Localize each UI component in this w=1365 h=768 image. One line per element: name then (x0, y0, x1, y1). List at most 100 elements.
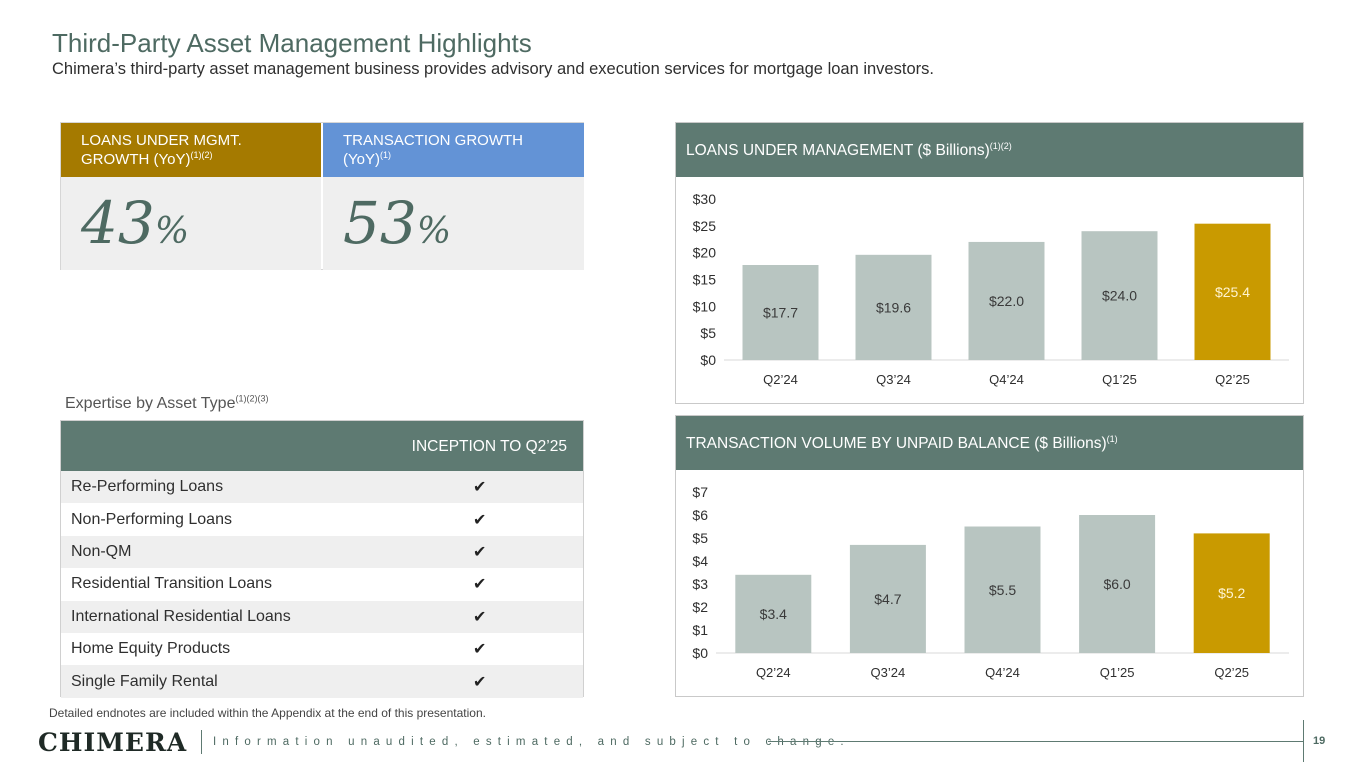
table-row: Non-Performing Loans ✔ (61, 503, 583, 536)
table-row: Home Equity Products ✔ (61, 632, 583, 666)
page-number-rule (1303, 720, 1304, 762)
chart-title-text: LOANS UNDER MANAGEMENT ($ Billions) (686, 142, 990, 159)
page-subtitle: Chimera’s third-party asset management b… (52, 60, 934, 78)
kpi-label-line1: LOANS UNDER MGMT. (81, 132, 242, 149)
x-tick-label: Q2’25 (1214, 665, 1249, 680)
kpi-value-transactions: 53% (323, 177, 584, 270)
bar (849, 544, 926, 653)
expertise-caption: Expertise by Asset Type(1)(2)(3) (65, 393, 269, 413)
kpi-number: 53 (343, 189, 417, 257)
kpi-header-transactions: TRANSACTION GROWTH (YoY)(1) (323, 123, 584, 177)
kpi-footnote: (1)(2) (190, 150, 213, 160)
asset-type-label: Residential Transition Loans (71, 575, 273, 593)
kpi-label-line2: GROWTH (YoY) (81, 151, 191, 168)
expertise-footnote: (1)(2)(3) (235, 393, 269, 404)
asset-type-label: Home Equity Products (71, 640, 231, 658)
kpi-value-loans: 43% (61, 177, 321, 270)
y-tick-label: $4 (692, 553, 708, 569)
check-icon: ✔ (473, 608, 487, 626)
x-tick-label: Q1’25 (1102, 372, 1137, 387)
y-tick-label: $10 (693, 298, 717, 314)
table-row: Re-Performing Loans ✔ (61, 471, 583, 504)
loans-under-management-chart: $0 $5 $10 $15 $20 $25 $30 $17.7 Q2’24 $19.6 Q3’24 $… (693, 191, 1289, 387)
bar (968, 241, 1045, 360)
bar-value-label: $5.2 (1218, 585, 1245, 601)
y-tick-label: $0 (692, 645, 708, 661)
disclaimer: Information unaudited, estimated, and su… (213, 736, 850, 748)
bar (855, 254, 932, 360)
loans-under-management-panel: LOANS UNDER MANAGEMENT ($ Billions)(1)(2… (675, 122, 1304, 404)
bar-value-label: $17.7 (763, 305, 798, 321)
x-tick-label: Q2’25 (1215, 372, 1250, 387)
bar (1193, 533, 1270, 653)
footer-rule (768, 741, 1303, 742)
y-tick-label: $25 (693, 218, 717, 234)
expertise-rows: Re-Performing Loans ✔ Non-Performing Loan… (61, 471, 583, 698)
expertise-column-header: INCEPTION TO Q2’25 (61, 421, 583, 471)
y-tick-label: $20 (693, 245, 717, 261)
kpi-number: 43 (81, 189, 155, 257)
x-tick-label: Q2’24 (763, 372, 798, 387)
table-row: Single Family Rental ✔ (61, 665, 583, 698)
kpi-unit: % (416, 211, 452, 252)
check-icon: ✔ (473, 543, 487, 561)
y-tick-label: $5 (700, 325, 716, 341)
chimera-logo: CHIMERA (38, 728, 188, 757)
chart-footnote: (1)(2) (989, 140, 1012, 151)
x-tick-label: Q1’25 (1100, 665, 1135, 680)
bar-value-label: $19.6 (876, 299, 911, 315)
bar (1079, 515, 1156, 653)
y-tick-label: $7 (692, 484, 708, 500)
expertise-table: INCEPTION TO Q2’25 Re-Performing Loans ✔ … (60, 420, 584, 698)
bar (742, 265, 819, 360)
chart-title: LOANS UNDER MANAGEMENT ($ Billions)(1)(2… (676, 123, 1303, 177)
bar-value-label: $5.5 (989, 582, 1016, 598)
x-tick-label: Q3’24 (876, 372, 911, 387)
y-tick-label: $15 (693, 272, 717, 288)
check-icon: ✔ (473, 479, 487, 497)
y-tick-label: $3 (692, 576, 708, 592)
endnote: Detailed endnotes are included within th… (49, 706, 486, 720)
asset-type-label: Re-Performing Loans (71, 478, 224, 496)
check-icon: ✔ (473, 576, 487, 594)
page-number: 19 (1313, 735, 1326, 747)
kpi-header-loans: LOANS UNDER MGMT. GROWTH (YoY)(1)(2) (61, 123, 321, 177)
kpi-footnote: (1) (379, 150, 391, 160)
expertise-caption-text: Expertise by Asset Type (65, 395, 236, 412)
check-icon: ✔ (473, 673, 487, 691)
bar (964, 526, 1041, 653)
asset-type-label: Non-Performing Loans (71, 510, 232, 528)
transaction-volume-panel: TRANSACTION VOLUME BY UNPAID BALANCE ($ … (675, 415, 1304, 697)
y-tick-label: $6 (692, 507, 708, 523)
kpi-label-line2: (YoY) (343, 151, 380, 168)
bar (1194, 223, 1271, 360)
y-tick-label: $2 (692, 599, 708, 615)
chart-title: TRANSACTION VOLUME BY UNPAID BALANCE ($ … (676, 416, 1303, 470)
x-tick-label: Q4’24 (985, 665, 1020, 680)
y-tick-label: $30 (693, 191, 717, 207)
bar-value-label: $3.4 (760, 606, 787, 622)
bar (1081, 231, 1158, 360)
page-title: Third-Party Asset Management Highlights (52, 28, 532, 58)
transaction-volume-chart: $0 $1 $2 $3 $4 $5 $6 $7 $3.4 Q2’24 $4.7 Q3’24 $5.5 Q4… (692, 484, 1289, 680)
table-row: International Residential Loans ✔ (61, 600, 583, 633)
kpi-unit: % (154, 211, 190, 252)
check-icon: ✔ (473, 511, 487, 529)
chart-title-text: TRANSACTION VOLUME BY UNPAID BALANCE ($ … (686, 435, 1107, 452)
kpi-table: LOANS UNDER MGMT. GROWTH (YoY)(1)(2) TRA… (60, 122, 584, 270)
asset-type-label: Single Family Rental (71, 672, 218, 690)
bar-value-label: $4.7 (874, 591, 901, 607)
check-icon: ✔ (473, 641, 487, 659)
y-tick-label: $0 (700, 352, 716, 368)
footer-divider (201, 730, 202, 754)
x-tick-label: Q4’24 (989, 372, 1024, 387)
bar-value-label: $6.0 (1103, 576, 1130, 592)
table-row: Residential Transition Loans ✔ (61, 568, 583, 601)
asset-type-label: International Residential Loans (71, 607, 291, 625)
x-tick-label: Q3’24 (871, 665, 906, 680)
bar-value-label: $22.0 (989, 293, 1024, 309)
bar-value-label: $24.0 (1102, 288, 1137, 304)
bar (735, 574, 812, 653)
table-row: Non-QM ✔ (61, 535, 583, 569)
x-tick-label: Q2’24 (756, 665, 791, 680)
